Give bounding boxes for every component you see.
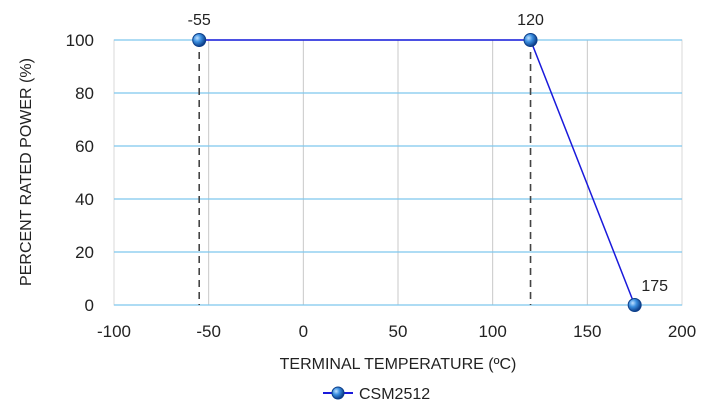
y-tick-labels: 0 20 40 60 80 100 [66,31,94,315]
x-tick-label: 100 [478,322,506,341]
x-tick-label: -50 [196,322,221,341]
x-tick-label: 50 [389,322,408,341]
data-label: -55 [188,12,211,29]
legend-marker [331,386,345,400]
y-tick-label: 20 [75,243,94,262]
y-tick-label: 100 [66,31,94,50]
legend: CSM2512 [323,386,430,403]
data-labels: -55 120 175 [188,12,668,295]
series-markers [192,33,642,312]
data-point [627,298,642,312]
x-tick-labels: -100 -50 0 50 100 150 200 [97,322,696,341]
legend-label: CSM2512 [359,386,430,403]
x-tick-label: 200 [668,322,696,341]
data-point [523,33,538,47]
data-point [192,33,207,47]
x-axis-title: TERMINAL TEMPERATURE (ºC) [280,356,517,373]
y-axis-title: PERCENT RATED POWER (%) [18,58,35,286]
data-label: 175 [641,278,668,295]
data-label: 120 [517,12,544,29]
y-tick-label: 0 [85,296,94,315]
y-tick-label: 60 [75,137,94,156]
x-tick-label: 150 [573,322,601,341]
y-tick-label: 80 [75,84,94,103]
reference-lines [198,40,532,305]
y-tick-label: 40 [75,190,94,209]
x-tick-label: 0 [299,322,308,341]
x-tick-label: -100 [97,322,131,341]
